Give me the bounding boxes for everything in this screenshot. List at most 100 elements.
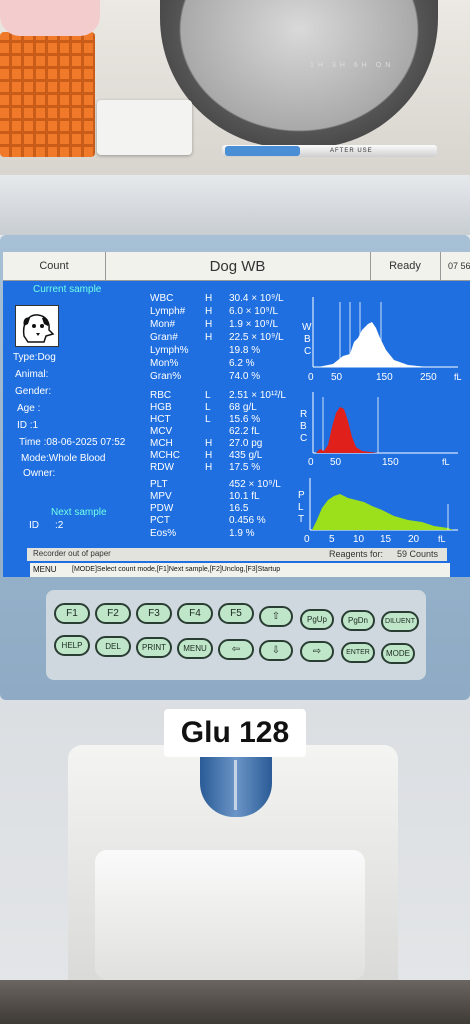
result-value: 435 g/L — [229, 450, 263, 461]
wbc-axis-letter-w: W — [302, 322, 312, 333]
result-value: 74.0 % — [229, 371, 261, 382]
result-value: 0.456 % — [229, 515, 266, 526]
f4-button[interactable]: F4 — [177, 603, 213, 624]
result-param-name: PLT — [150, 479, 168, 490]
up-arrow-button[interactable]: ⇧ — [259, 606, 293, 627]
result-value: 2.51 × 10¹²/L — [229, 390, 286, 401]
enter-button[interactable]: ENTER — [341, 642, 375, 663]
rbc-histogram: R B C 0 50 150 fL — [300, 392, 458, 468]
menu-help-text: [MODE]Select count mode,[F1]Next sample,… — [72, 566, 281, 573]
sample-owner: Owner: — [23, 468, 56, 479]
del-button[interactable]: DEL — [95, 636, 131, 657]
result-param-name: MCH — [150, 438, 173, 449]
wbc-tick-label: 0 — [308, 372, 314, 382]
result-param-name: Gran% — [150, 371, 182, 382]
plt-curve — [312, 494, 453, 530]
plt-histogram: P L T 0 5 10 15 20 fL — [298, 478, 458, 545]
result-param-name: MCV — [150, 426, 173, 437]
sample-id: ID :1 — [17, 420, 39, 431]
orange-basket — [0, 32, 95, 157]
f3-button[interactable]: F3 — [136, 603, 172, 624]
result-flag: H — [205, 332, 213, 343]
count-mode-label: Count — [3, 252, 106, 280]
wbc-axis-letter-b: B — [304, 334, 311, 345]
power-adapter — [97, 100, 192, 155]
next-sample-id-value: :2 — [55, 520, 64, 531]
result-value: 19.8 % — [229, 345, 261, 356]
syringe-text: AFTER USE — [330, 148, 373, 154]
result-param-name: RBC — [150, 390, 172, 401]
wbc-tick-label: 250 — [420, 372, 437, 382]
result-flag: L — [205, 402, 211, 413]
diluent-button[interactable]: DILUENT — [381, 611, 419, 632]
plt-unit-label: fL — [438, 534, 446, 544]
wbc-curve — [318, 322, 428, 367]
plt-tick-label: 20 — [408, 534, 420, 545]
f2-button[interactable]: F2 — [95, 603, 131, 624]
result-value: 68 g/L — [229, 402, 257, 413]
rbc-axis-letter-b: B — [300, 421, 307, 432]
screen-title: Dog WB — [105, 252, 371, 280]
f5-button[interactable]: F5 — [218, 603, 254, 624]
wbc-axis-letter-c: C — [304, 346, 311, 357]
result-flag: H — [205, 319, 213, 330]
result-flag: L — [205, 390, 211, 401]
probe-needle — [234, 760, 237, 810]
recorder-message: Recorder out of paper — [33, 549, 111, 558]
rbc-tick-label: 0 — [308, 457, 314, 468]
floor — [0, 980, 470, 1024]
result-param-name: MPV — [150, 491, 172, 502]
plt-tick-label: 0 — [304, 534, 310, 545]
diffuser-timer-labels: 1H 3H 6H ON — [310, 62, 395, 69]
result-value: 62.2 fL — [229, 426, 260, 437]
result-flag: H — [205, 450, 213, 461]
result-param-name: Gran# — [150, 332, 178, 343]
result-param-name: PCT — [150, 515, 170, 526]
wbc-tick-label: 50 — [331, 372, 343, 382]
reagents-value: 59 Counts — [397, 549, 439, 559]
sample-mode: Mode:Whole Blood — [21, 453, 106, 464]
sample-animal: Animal: — [15, 369, 49, 380]
result-value: 30.4 × 10⁹/L — [229, 293, 284, 304]
left-arrow-button[interactable]: ⇦ — [218, 639, 254, 660]
rbc-axis-letter-r: R — [300, 409, 307, 420]
clock-label: 07 56 — [448, 261, 470, 271]
plt-tick-label: 10 — [353, 534, 365, 545]
print-button[interactable]: PRINT — [136, 637, 172, 658]
result-param-name: HGB — [150, 402, 172, 413]
result-value: 1.9 × 10⁹/L — [229, 319, 279, 330]
wbc-histogram: W B C 0 50 150 250 fL — [302, 297, 462, 382]
result-param-name: Lymph% — [150, 345, 189, 356]
sample-gender: Gender: — [15, 386, 52, 397]
analyzer-top — [0, 175, 470, 235]
rbc-tick-label: 50 — [330, 457, 342, 468]
mode-button[interactable]: MODE — [381, 643, 415, 664]
syringe-cap — [225, 146, 300, 156]
sample-type: Type:Dog — [13, 352, 56, 363]
help-button[interactable]: HELP — [54, 635, 90, 656]
wbc-tick-label: 150 — [376, 372, 393, 382]
menu-label: MENU — [33, 565, 57, 574]
result-flag: H — [205, 462, 213, 473]
screen-header: Count Dog WB Ready 07 56 — [3, 252, 470, 281]
result-value: 15.6 % — [229, 414, 261, 425]
down-arrow-button[interactable]: ⇩ — [259, 640, 293, 661]
current-sample-heading: Current sample — [33, 284, 102, 295]
f1-button[interactable]: F1 — [54, 603, 90, 624]
result-flag: H — [205, 293, 213, 304]
plt-axis-letter-l: L — [298, 502, 304, 513]
pgdn-button[interactable]: PgDn — [341, 610, 375, 631]
right-arrow-button[interactable]: ⇨ — [300, 641, 334, 662]
dog-icon — [15, 305, 59, 347]
result-param-name: HCT — [150, 414, 171, 425]
result-value: 6.2 % — [229, 358, 255, 369]
next-sample-heading: Next sample — [51, 507, 107, 518]
menu-button[interactable]: MENU — [177, 638, 213, 659]
glucose-overlay-label: Glu 128 — [164, 709, 306, 757]
result-flag: L — [205, 414, 211, 425]
pgup-button[interactable]: PgUp — [300, 609, 334, 630]
result-value: 10.1 fL — [229, 491, 260, 502]
result-flag: H — [205, 306, 213, 317]
result-value: 6.0 × 10⁹/L — [229, 306, 279, 317]
result-param-name: Lymph# — [150, 306, 186, 317]
